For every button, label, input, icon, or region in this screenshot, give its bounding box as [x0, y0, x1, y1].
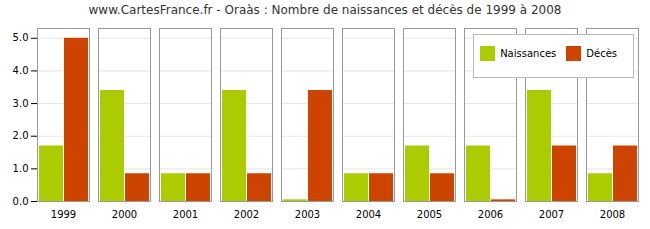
svg-text:4.0: 4.0	[13, 65, 29, 76]
svg-text:2006: 2006	[478, 209, 503, 220]
svg-text:2000: 2000	[112, 209, 137, 220]
svg-text:2005: 2005	[417, 209, 442, 220]
svg-text:1.0: 1.0	[13, 163, 29, 174]
svg-text:2001: 2001	[173, 209, 198, 220]
html-text:Décès: Décès	[586, 48, 617, 59]
svg-text:2.0: 2.0	[13, 130, 29, 141]
svg-text:2002: 2002	[234, 209, 259, 220]
svg-text:3.0: 3.0	[13, 98, 29, 109]
svg-text:2008: 2008	[600, 209, 625, 220]
svg-text:1999: 1999	[51, 209, 76, 220]
html-text:www.CartesFrance.fr - Oraàs :: www.CartesFrance.fr - Oraàs : Nombre de …	[88, 3, 562, 17]
html-text:Naissances: Naissances	[500, 48, 557, 59]
svg-text:0.0: 0.0	[13, 196, 29, 207]
svg-text:2007: 2007	[539, 209, 564, 220]
svg-text:2004: 2004	[356, 209, 381, 220]
svg-text:5.0: 5.0	[13, 32, 29, 43]
svg-text:2003: 2003	[295, 209, 320, 220]
